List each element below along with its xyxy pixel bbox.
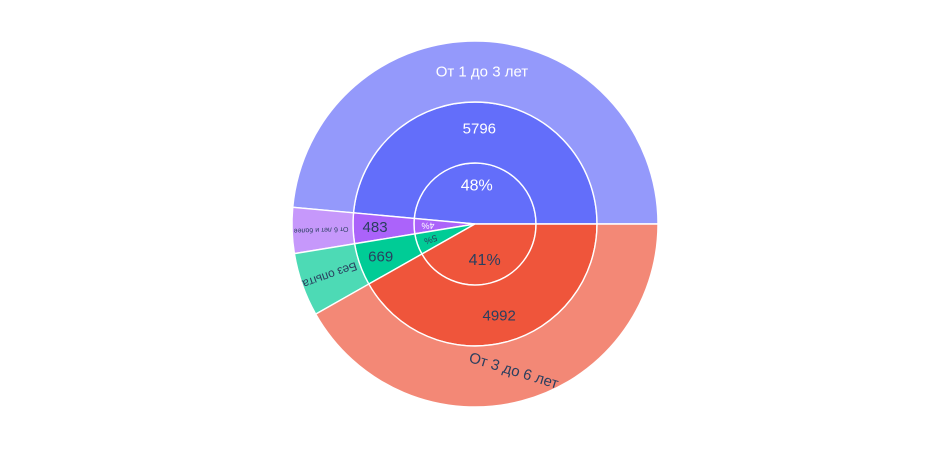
segment-1-count-label: 483 (363, 219, 388, 236)
segment-0-name-label: От 1 до 3 лет (436, 64, 529, 81)
segment-0-percent-label: 48% (461, 178, 493, 195)
segment-3-outer-wedge[interactable] (314, 223, 659, 408)
segment-1-name-label: От 6 лет и более (293, 225, 348, 235)
segment-0-count-label: 5796 (463, 121, 496, 138)
segment-2-count-label: 669 (368, 249, 393, 266)
segment-0-outer-wedge[interactable] (292, 40, 659, 225)
segment-2-percent-label: 5% (423, 233, 439, 247)
segment-3-count-label: 4992 (482, 307, 515, 324)
segment-3-percent-label: 41% (469, 252, 501, 269)
segment-1-percent-label: 4% (421, 220, 434, 230)
